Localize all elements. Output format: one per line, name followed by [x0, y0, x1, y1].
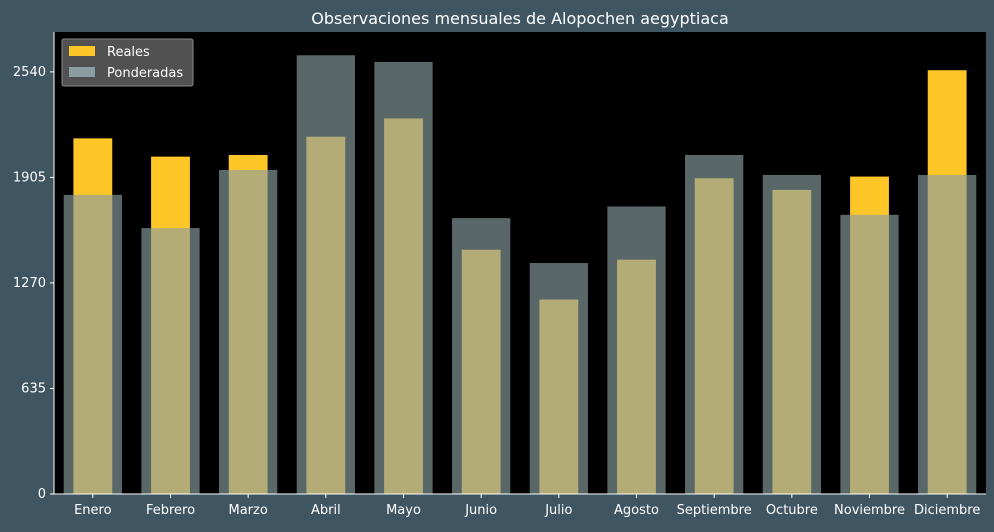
y-tick-label-635: 635 — [21, 381, 46, 396]
y-tick-label-2540: 2540 — [13, 65, 46, 80]
bars-layer — [63, 55, 977, 495]
bar-ponderadas-septiembre — [685, 154, 744, 494]
plot-area — [54, 32, 986, 494]
bar-ponderadas-octubre — [762, 174, 821, 494]
bar-ponderadas-junio — [452, 218, 511, 494]
x-tick-label-febrero: Febrero — [146, 503, 195, 518]
axes-layer: Enero Febrero Marzo Abril Mayo Junio Julio Agos… — [13, 32, 986, 518]
legend-swatch-ponderadas — [69, 67, 95, 77]
x-tick-label-septiembre: Septiembre — [677, 503, 752, 518]
bar-ponderadas-abril — [296, 55, 355, 495]
legend-label-reales: Reales — [107, 45, 150, 60]
x-tick-label-mayo: Mayo — [386, 503, 421, 518]
bar-ponderadas-enero — [63, 194, 122, 494]
x-tick-label-marzo: Marzo — [229, 503, 268, 518]
bar-ponderadas-mayo — [374, 61, 433, 495]
x-tick-label-abril: Abril — [311, 503, 341, 518]
bar-ponderadas-diciembre — [918, 174, 977, 494]
x-tick-label-enero: Enero — [74, 503, 112, 518]
x-tick-label-noviembre: Noviembre — [834, 503, 905, 518]
x-tick-label-agosto: Agosto — [614, 503, 659, 518]
chart-title: Observaciones mensuales de Alopochen aeg… — [311, 9, 729, 28]
x-tick-label-octubre: Octubre — [766, 503, 818, 518]
x-tick-label-diciembre: Diciembre — [914, 503, 980, 518]
bar-ponderadas-noviembre — [840, 214, 899, 494]
y-tick-label-1270: 1270 — [13, 276, 46, 291]
x-tick-label-junio: Junio — [464, 503, 497, 518]
bar-ponderadas-marzo — [219, 169, 278, 495]
legend-label-ponderadas: Ponderadas — [107, 66, 183, 81]
bar-ponderadas-febrero — [141, 228, 200, 495]
y-tick-label-0: 0 — [38, 487, 46, 502]
bar-ponderadas-agosto — [607, 206, 666, 494]
legend: Reales Ponderadas — [61, 38, 194, 87]
x-tick-label-julio: Julio — [544, 503, 572, 518]
y-tick-label-1905: 1905 — [13, 170, 46, 185]
legend-swatch-reales — [69, 46, 95, 56]
bar-ponderadas-julio — [529, 263, 588, 494]
